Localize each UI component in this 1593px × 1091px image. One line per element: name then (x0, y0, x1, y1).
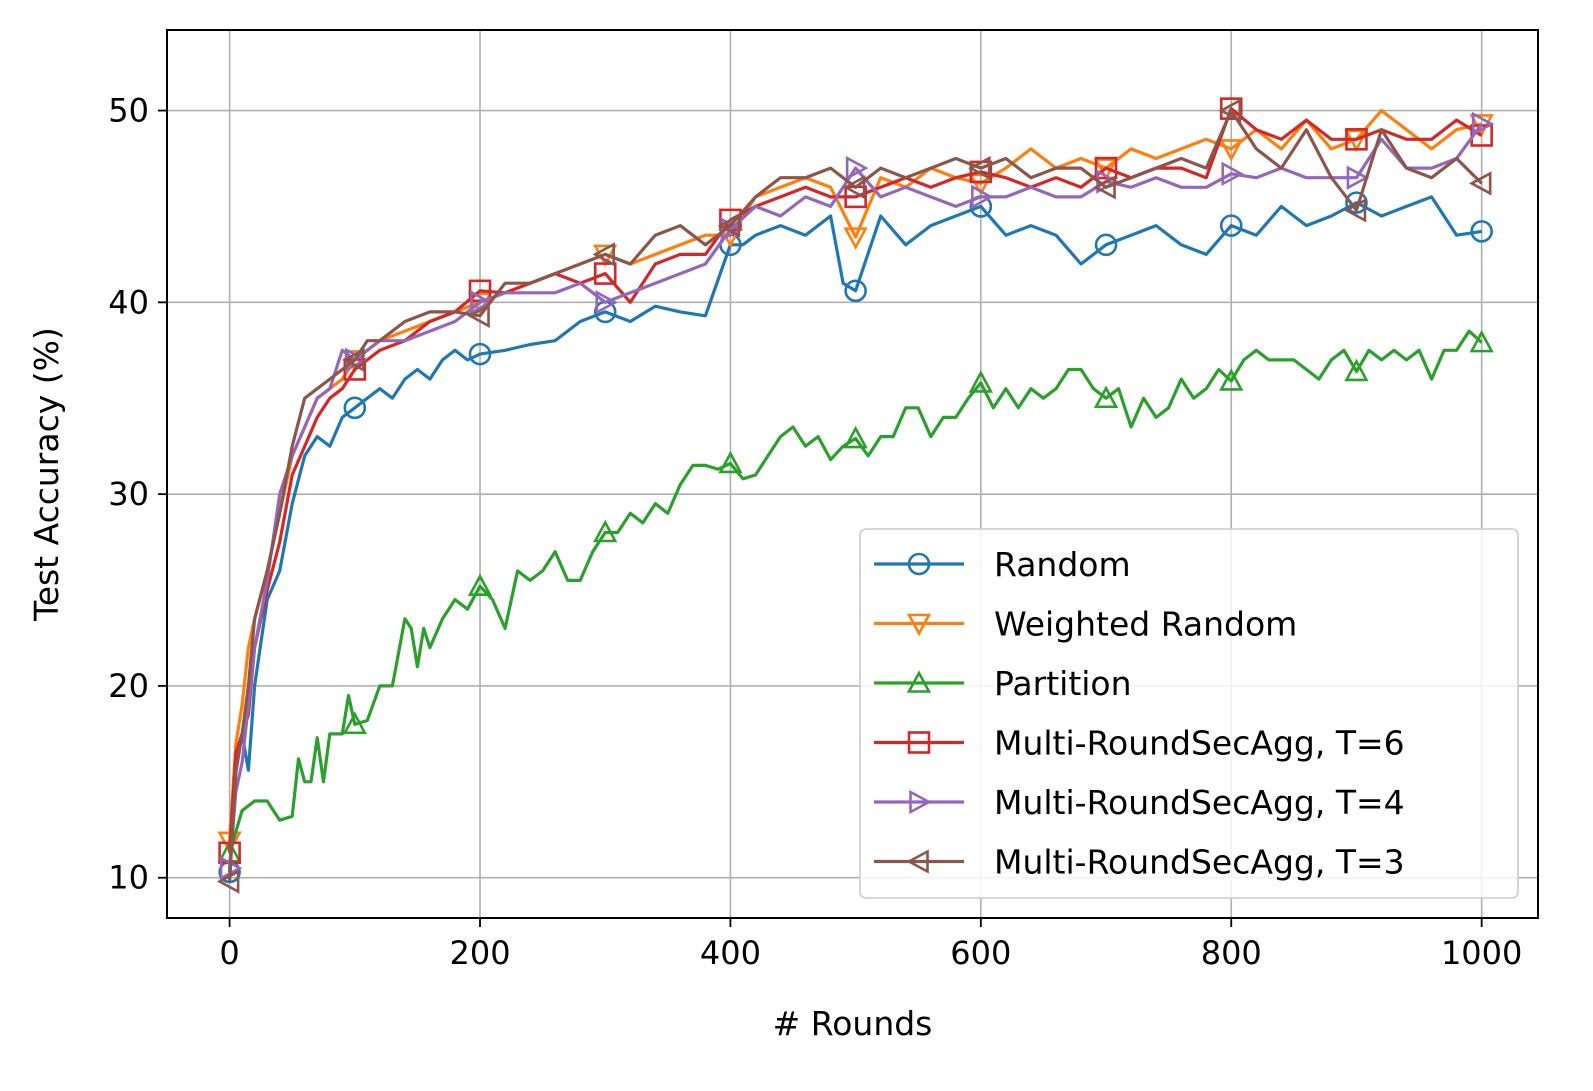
y-axis-label: Test Accuracy (%) (27, 327, 66, 622)
data-point-marker (468, 342, 492, 366)
legend-box (859, 528, 1519, 899)
data-point-marker (843, 227, 868, 250)
x-tick-label: 200 (449, 934, 510, 972)
grid-lines (167, 30, 1538, 918)
series-line (228, 329, 1483, 854)
data-point-marker (842, 175, 866, 200)
data-point-marker (467, 292, 493, 316)
data-point-marker (1218, 98, 1242, 123)
legend-item: Multi-RoundSecAgg, T=6 (874, 724, 1405, 763)
y-tick-label: 40 (108, 283, 149, 321)
data-point-marker (343, 396, 367, 420)
legend-item: Multi-RoundSecAgg, T=4 (874, 783, 1405, 822)
data-point-marker (843, 425, 868, 449)
y-tick-label: 50 (108, 92, 149, 130)
x-tick-label: 0 (219, 934, 239, 972)
legend-item: Random (874, 545, 1131, 584)
data-point-marker (595, 290, 618, 315)
data-point-marker (470, 290, 493, 315)
data-point-marker (342, 711, 367, 735)
data-point-marker (1093, 385, 1119, 409)
legend-item: Weighted Random (874, 605, 1297, 644)
data-point-marker (1346, 165, 1370, 190)
y-tick-label: 10 (108, 859, 149, 897)
data-point-marker (1219, 214, 1243, 237)
legend-label: Multi-RoundSecAgg, T=4 (994, 783, 1405, 822)
data-point-marker (1219, 97, 1243, 120)
data-point-marker (1343, 198, 1367, 223)
y-tick-label: 20 (108, 667, 149, 705)
data-point-marker (1344, 358, 1369, 382)
data-point-marker (1345, 128, 1368, 151)
x-axis-label: # Rounds (773, 1004, 933, 1043)
legend-item: Partition (874, 664, 1132, 703)
data-point-marker (593, 519, 618, 543)
data-point-marker (1093, 175, 1116, 200)
data-point-marker (1094, 156, 1118, 180)
series-2 (217, 329, 1494, 863)
legend-label: Multi-RoundSecAgg, T=3 (994, 843, 1405, 882)
legend-marker (906, 849, 929, 874)
data-point-marker (968, 370, 994, 393)
legend-marker (907, 552, 931, 576)
series-layer (216, 97, 1495, 894)
data-point-marker (717, 213, 741, 238)
data-point-marker (1345, 191, 1368, 214)
data-point-marker (216, 869, 240, 894)
data-point-marker (718, 450, 743, 474)
data-point-marker (968, 155, 991, 181)
legend-item: Multi-RoundSecAgg, T=3 (874, 843, 1405, 882)
data-point-marker (592, 242, 616, 267)
data-point-marker (467, 573, 493, 596)
data-point-marker (1468, 171, 1492, 196)
legend-label: Partition (994, 664, 1132, 703)
data-point-marker (844, 279, 867, 303)
legend-marker (907, 731, 931, 754)
legend-label: Random (994, 545, 1131, 584)
y-tick-label: 30 (108, 475, 149, 513)
data-point-marker (1221, 161, 1244, 187)
data-point-marker (1094, 233, 1118, 257)
legend-label: Multi-RoundSecAgg, T=6 (994, 724, 1405, 763)
legend: Random Weighted Random Partition Multi-Roun… (859, 528, 1519, 899)
data-point-marker (593, 262, 617, 285)
data-point-marker (845, 155, 869, 181)
data-point-marker (1471, 111, 1495, 137)
legend-marker (906, 613, 932, 637)
data-point-marker (467, 303, 490, 328)
plot-area-frame (166, 29, 1539, 919)
legend-marker (909, 789, 932, 815)
data-point-marker (971, 184, 994, 210)
data-point-marker (1470, 220, 1493, 243)
x-tick-label: 600 (950, 934, 1011, 972)
series-line (228, 109, 1483, 882)
x-tick-label: 1000 (1441, 934, 1522, 972)
legend-label: Weighted Random (994, 605, 1297, 644)
legend-marker (906, 670, 932, 693)
data-point-marker (1469, 329, 1494, 353)
x-tick-label: 400 (700, 934, 761, 972)
axis-ticks: 0 200 400 600 800 1000 10 20 30 40 50 (108, 92, 1522, 972)
x-tick-label: 800 (1201, 934, 1262, 972)
data-point-marker (1219, 368, 1244, 391)
data-point-marker (1219, 139, 1244, 162)
data-point-marker (342, 347, 365, 373)
series-5 (216, 98, 1492, 894)
